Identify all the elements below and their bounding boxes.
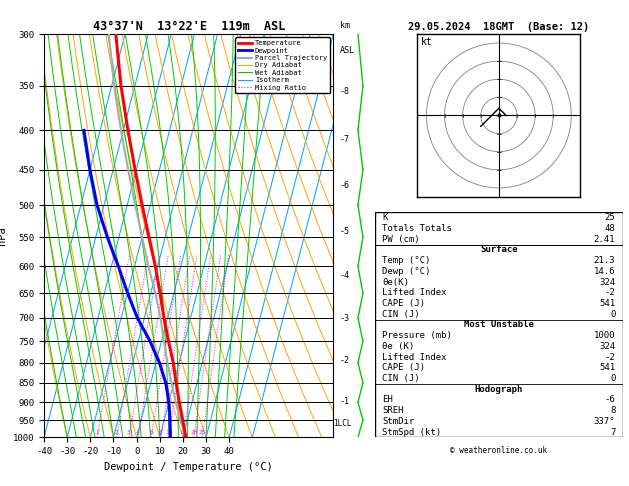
- Text: -6: -6: [340, 181, 350, 191]
- Text: 6: 6: [149, 431, 153, 435]
- Text: 4: 4: [136, 431, 140, 435]
- Y-axis label: hPa: hPa: [0, 226, 8, 245]
- Text: Totals Totals: Totals Totals: [382, 224, 452, 233]
- Text: StmDir: StmDir: [382, 417, 415, 426]
- Text: PW (cm): PW (cm): [382, 235, 420, 243]
- Text: 25: 25: [199, 431, 206, 435]
- Text: -2: -2: [604, 352, 615, 362]
- Text: CAPE (J): CAPE (J): [382, 363, 425, 372]
- Text: 0: 0: [610, 310, 615, 319]
- Text: km: km: [340, 21, 350, 30]
- Text: 1000: 1000: [594, 331, 615, 340]
- Text: Surface: Surface: [480, 245, 518, 255]
- Text: ASL: ASL: [340, 46, 355, 55]
- Text: 2.41: 2.41: [594, 235, 615, 243]
- Text: 20: 20: [190, 431, 198, 435]
- Text: CIN (J): CIN (J): [382, 310, 420, 319]
- Text: Temp (°C): Temp (°C): [382, 256, 431, 265]
- Text: θe(K): θe(K): [382, 278, 409, 287]
- Text: 8: 8: [610, 406, 615, 415]
- Text: -6: -6: [604, 396, 615, 404]
- Text: Most Unstable: Most Unstable: [464, 320, 534, 330]
- Text: 8: 8: [159, 431, 163, 435]
- Text: 1: 1: [95, 431, 99, 435]
- Text: 1LCL: 1LCL: [333, 419, 352, 428]
- Text: -7: -7: [340, 135, 350, 144]
- Text: kt: kt: [421, 37, 432, 47]
- Text: 3: 3: [127, 431, 131, 435]
- Text: Lifted Index: Lifted Index: [382, 288, 447, 297]
- Text: CAPE (J): CAPE (J): [382, 299, 425, 308]
- Text: θe (K): θe (K): [382, 342, 415, 351]
- Text: 10: 10: [165, 431, 172, 435]
- Text: EH: EH: [382, 396, 393, 404]
- Text: Hodograph: Hodograph: [475, 385, 523, 394]
- Text: Pressure (mb): Pressure (mb): [382, 331, 452, 340]
- Legend: Temperature, Dewpoint, Parcel Trajectory, Dry Adiabat, Wet Adiabat, Isotherm, Mi: Temperature, Dewpoint, Parcel Trajectory…: [235, 37, 330, 93]
- Text: 14.6: 14.6: [594, 267, 615, 276]
- X-axis label: Dewpoint / Temperature (°C): Dewpoint / Temperature (°C): [104, 462, 273, 472]
- Text: 324: 324: [599, 342, 615, 351]
- Text: 541: 541: [599, 363, 615, 372]
- Text: 21.3: 21.3: [594, 256, 615, 265]
- Text: -4: -4: [340, 271, 350, 280]
- Title: 43°37'N  13°22'E  119m  ASL: 43°37'N 13°22'E 119m ASL: [92, 20, 285, 33]
- Text: -1: -1: [340, 397, 350, 406]
- Text: -2: -2: [604, 288, 615, 297]
- Text: © weatheronline.co.uk: © weatheronline.co.uk: [450, 447, 547, 455]
- Text: -2: -2: [340, 356, 350, 365]
- Text: Lifted Index: Lifted Index: [382, 352, 447, 362]
- Text: -3: -3: [340, 314, 350, 323]
- Text: 324: 324: [599, 278, 615, 287]
- Text: 25: 25: [604, 213, 615, 222]
- Text: Dewp (°C): Dewp (°C): [382, 267, 431, 276]
- Text: StmSpd (kt): StmSpd (kt): [382, 428, 442, 436]
- Text: K: K: [382, 213, 388, 222]
- Text: 0: 0: [610, 374, 615, 383]
- Text: 337°: 337°: [594, 417, 615, 426]
- Text: -8: -8: [340, 87, 350, 96]
- Title: 29.05.2024  18GMT  (Base: 12): 29.05.2024 18GMT (Base: 12): [408, 22, 589, 32]
- Text: 48: 48: [604, 224, 615, 233]
- Text: 7: 7: [610, 428, 615, 436]
- Text: 15: 15: [179, 431, 187, 435]
- Text: -5: -5: [340, 227, 350, 236]
- Text: SREH: SREH: [382, 406, 404, 415]
- Text: 541: 541: [599, 299, 615, 308]
- Text: 2: 2: [115, 431, 119, 435]
- Text: CIN (J): CIN (J): [382, 374, 420, 383]
